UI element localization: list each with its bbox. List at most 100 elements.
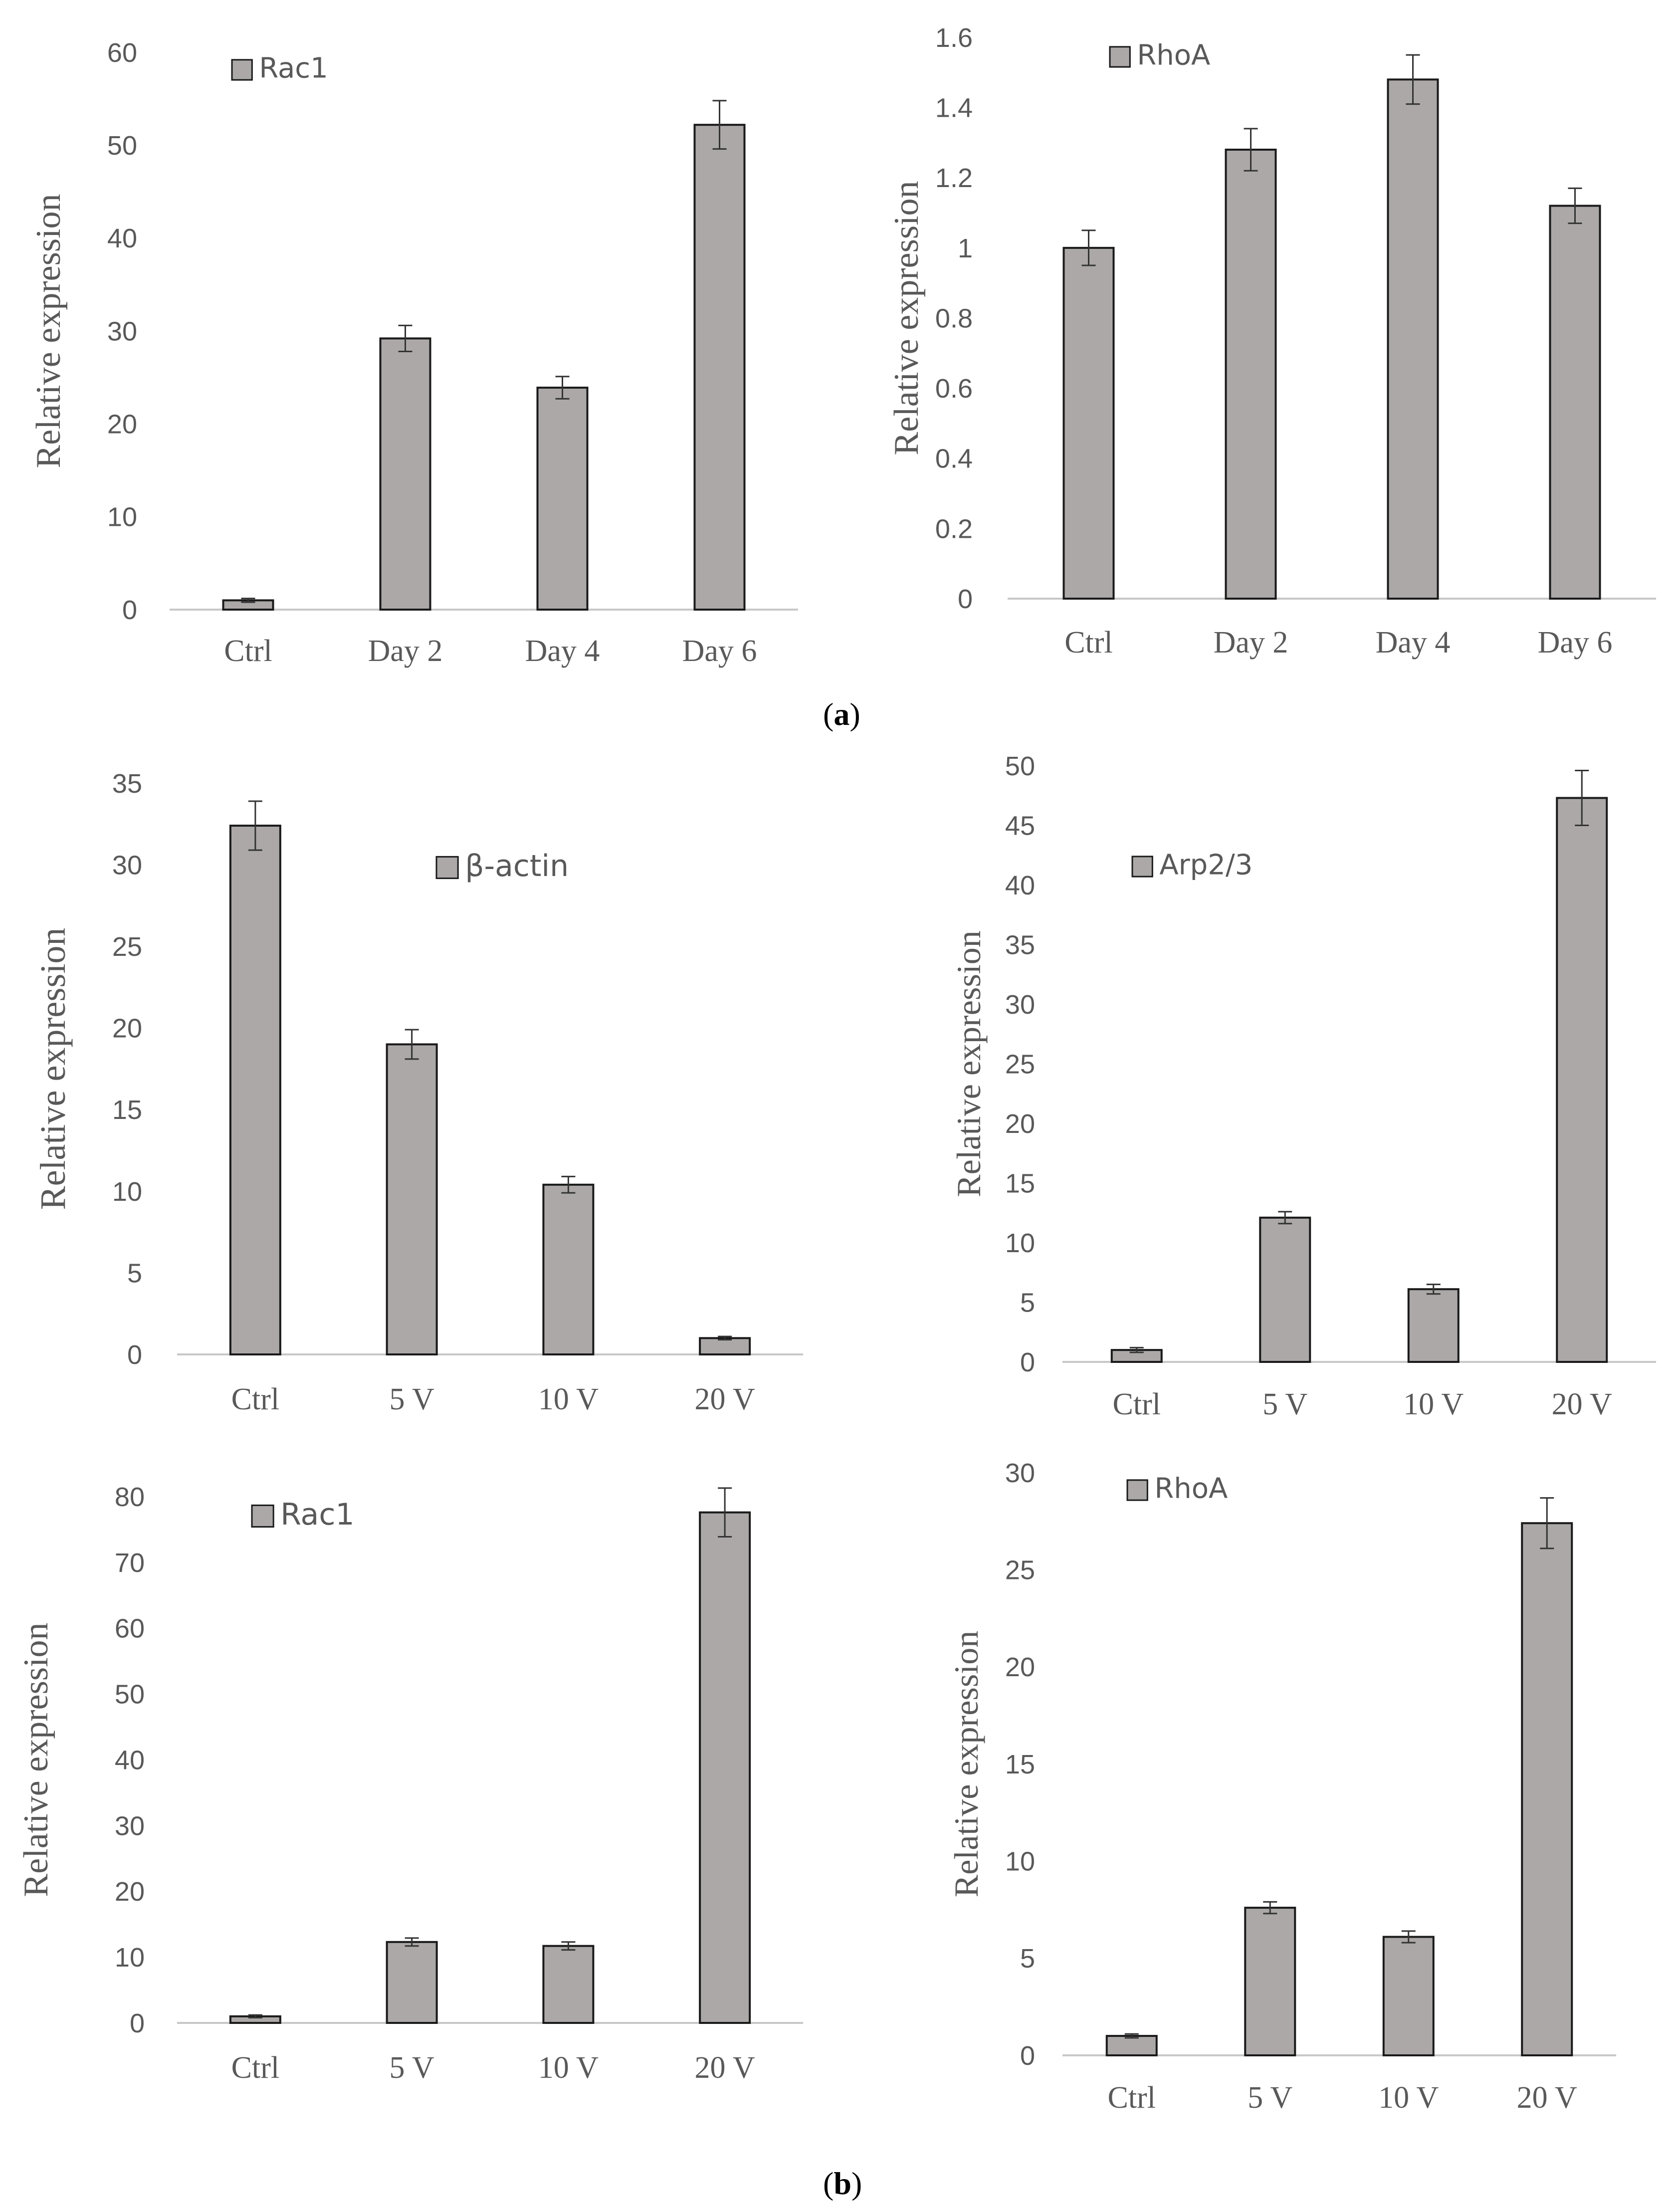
y-tick-label: 5 — [127, 1258, 142, 1288]
y-tick-label: 1.2 — [935, 163, 973, 193]
y-tick-label: 10 — [112, 1177, 142, 1207]
category-label: Ctrl — [1108, 2081, 1156, 2115]
y-tick-label: 40 — [107, 223, 137, 253]
y-tick-label: 15 — [1005, 1168, 1035, 1198]
y-tick-label: 0 — [127, 1340, 142, 1370]
y-tick-label: 60 — [115, 1614, 145, 1644]
y-axis-label: Relative expression — [29, 194, 68, 468]
bar-4 — [699, 1337, 751, 1355]
bar-2 — [1244, 1907, 1296, 2057]
category-label: 10 V — [538, 2051, 599, 2085]
y-tick-label: 80 — [115, 1482, 145, 1512]
y-tick-label: 0.6 — [935, 374, 973, 404]
y-tick-label: 10 — [1005, 1847, 1035, 1877]
y-tick-label: 35 — [1005, 930, 1035, 960]
legend-label: β-actin — [465, 849, 569, 883]
category-label: Ctrl — [231, 2051, 279, 2085]
bar-1 — [229, 825, 281, 1355]
category-label: Ctrl — [1113, 1387, 1161, 1421]
y-axis-label: Relative expression — [950, 930, 988, 1197]
legend-label: RhoA — [1154, 1473, 1228, 1505]
y-tick-label: 0.2 — [935, 514, 973, 544]
bar-4 — [1521, 1522, 1573, 2056]
category-label: 5 V — [390, 1382, 434, 1416]
category-label: 10 V — [1403, 1387, 1464, 1421]
legend-label: Rac1 — [280, 1497, 354, 1532]
y-tick-label: 45 — [1005, 811, 1035, 841]
y-tick-label: 30 — [1005, 1458, 1035, 1488]
y-tick-label: 40 — [115, 1745, 145, 1775]
y-tick-label: 40 — [1005, 871, 1035, 900]
y-axis-label: Relative expression — [947, 1631, 985, 1897]
y-tick-label: 50 — [107, 131, 137, 161]
y-tick-label: 15 — [112, 1095, 142, 1125]
category-label: 10 V — [538, 1382, 599, 1416]
bar-4 — [1549, 205, 1601, 600]
y-tick-label: 50 — [115, 1680, 145, 1710]
chart-4: 0 5 10 15 20 25 30 35 40 45 50 Relative expression C… — [950, 751, 1656, 1421]
y-tick-label: 15 — [1005, 1750, 1035, 1779]
bar-3 — [1407, 1288, 1460, 1363]
category-label: Ctrl — [224, 634, 272, 668]
legend-swatch — [1126, 1479, 1148, 1501]
category-label: 5 V — [1262, 1387, 1307, 1421]
y-tick-label: 35 — [112, 769, 142, 799]
legend-swatch — [251, 1504, 274, 1528]
category-label: 5 V — [1248, 2081, 1292, 2115]
y-tick-label: 5 — [1020, 1288, 1035, 1318]
y-tick-label: 0 — [1020, 2041, 1035, 2071]
category-label: 10 V — [1378, 2081, 1439, 2115]
category-label: Day 6 — [682, 634, 757, 668]
y-tick-label: 1.4 — [935, 93, 973, 123]
bar-1 — [1105, 2035, 1158, 2056]
y-tick-label: 20 — [1005, 1109, 1035, 1139]
y-tick-label: 0 — [130, 2008, 145, 2038]
y-tick-label: 0 — [122, 595, 137, 625]
legend-label: Rac1 — [259, 52, 328, 85]
y-tick-label: 0.4 — [935, 444, 973, 474]
chart-1: 0 10 20 30 40 50 60 Relative expression Ctrl Day … — [29, 38, 798, 668]
category-label: Day 2 — [368, 634, 443, 668]
bar-3 — [1387, 78, 1439, 600]
y-tick-label: 10 — [115, 1943, 145, 1973]
legend-swatch — [1109, 46, 1131, 68]
y-tick-label: 30 — [115, 1811, 145, 1841]
y-tick-label: 5 — [1020, 1944, 1035, 1974]
legend-swatch — [435, 856, 459, 880]
chart-5: 0 10 20 30 40 50 60 70 80 Relative expression Ctrl… — [17, 1482, 803, 2085]
chart-3: 0 5 10 15 20 25 30 35 Relative expression Ctrl 5 V… — [33, 769, 803, 1416]
y-tick-label: 0 — [958, 584, 973, 614]
y-tick-label: 1.6 — [935, 23, 973, 53]
category-label: 20 V — [695, 2051, 755, 2085]
category-label: 20 V — [1517, 2081, 1577, 2115]
y-tick-label: 60 — [107, 38, 137, 68]
y-tick-label: 30 — [107, 316, 137, 346]
bar-2 — [1225, 149, 1277, 600]
legend-swatch — [1131, 856, 1153, 878]
y-tick-label: 30 — [1005, 990, 1035, 1020]
y-tick-label: 25 — [1005, 1555, 1035, 1585]
y-tick-label: 1 — [958, 233, 973, 263]
category-label: Day 6 — [1538, 626, 1613, 660]
category-label: Day 4 — [525, 634, 600, 668]
y-tick-label: 0 — [1020, 1347, 1035, 1377]
y-tick-label: 20 — [107, 410, 137, 440]
bar-3 — [1382, 1936, 1435, 2056]
y-axis-label: Relative expression — [17, 1622, 55, 1897]
bar-3 — [542, 1945, 595, 2024]
y-axis-label: Relative expression — [33, 928, 73, 1210]
y-tick-label: 20 — [112, 1014, 142, 1044]
y-tick-label: 30 — [112, 850, 142, 880]
bar-2 — [386, 1941, 438, 2024]
panel-label-a: (a) — [823, 696, 860, 732]
y-tick-label: 70 — [115, 1548, 145, 1578]
bar-1 — [1062, 246, 1115, 600]
y-tick-label: 25 — [112, 932, 142, 962]
y-tick-label: 20 — [115, 1877, 145, 1907]
legend-swatch — [231, 59, 253, 81]
category-label: Ctrl — [231, 1382, 279, 1416]
category-label: 5 V — [390, 2051, 434, 2085]
legend-label: RhoA — [1137, 39, 1210, 72]
y-tick-label: 20 — [1005, 1652, 1035, 1682]
